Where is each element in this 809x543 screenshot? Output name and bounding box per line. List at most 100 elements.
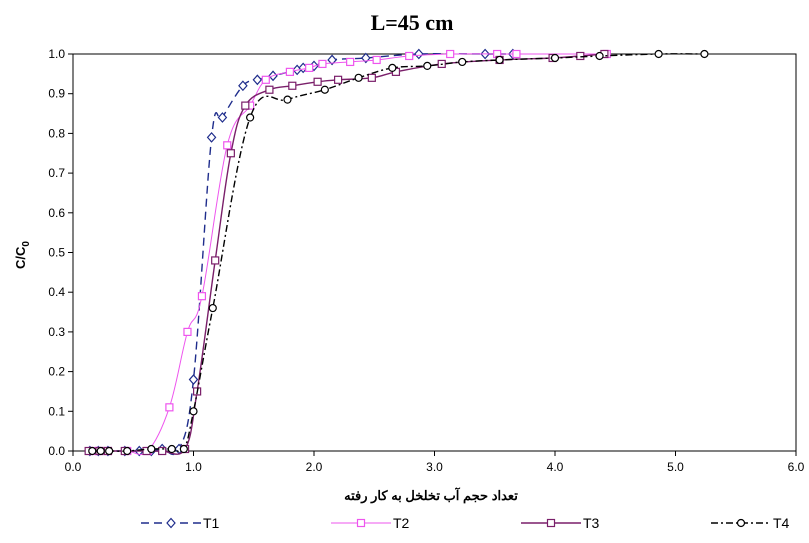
data-point	[252, 74, 263, 86]
data-point	[88, 446, 97, 456]
x-tick-label: 4.0	[547, 460, 564, 474]
y-tick-label: 0.7	[48, 166, 65, 180]
data-point	[313, 77, 322, 86]
data-point	[354, 73, 363, 82]
data-point	[446, 49, 455, 59]
data-point	[305, 63, 314, 72]
y-axis: 0.0 0.1 0.2 0.3 0.4 0.5 0.6 0.7 0.8 0.9 1.0	[48, 47, 73, 458]
series-line	[92, 53, 705, 453]
data-point	[208, 303, 217, 313]
data-point	[188, 374, 199, 385]
y-tick-label: 0.2	[48, 365, 65, 379]
x-tick-label: 2.0	[306, 460, 323, 474]
data-point	[318, 59, 327, 69]
data-point	[241, 101, 250, 110]
data-point	[226, 149, 235, 158]
data-point	[595, 51, 604, 61]
series-t3	[84, 49, 609, 456]
legend-marker	[546, 518, 556, 528]
series-t4	[88, 49, 709, 456]
data-point	[261, 75, 270, 84]
data-point	[246, 113, 255, 122]
x-tick-label: 0.0	[65, 460, 82, 474]
data-point	[158, 446, 167, 456]
data-point	[372, 55, 381, 65]
data-point	[165, 403, 174, 412]
series-line	[89, 52, 513, 456]
legend: T1 T2 T3 T4	[141, 515, 790, 531]
data-point	[238, 80, 248, 92]
y-tick-label: 1.0	[48, 47, 65, 61]
data-point	[512, 49, 521, 59]
x-tick-label: 6.0	[788, 460, 805, 474]
data-point	[105, 446, 114, 456]
legend-label: T1	[203, 515, 220, 531]
x-tick-label: 3.0	[426, 460, 443, 474]
plot-area-frame	[72, 53, 797, 452]
data-point	[223, 141, 232, 150]
legend-item-t3: T3	[521, 515, 600, 531]
y-tick-label: 0.4	[48, 285, 65, 299]
series-layer	[84, 48, 709, 457]
data-point	[495, 55, 504, 65]
data-point	[183, 327, 192, 336]
series-t1	[85, 48, 518, 457]
data-point	[288, 81, 297, 90]
data-point	[123, 446, 132, 456]
data-point	[423, 61, 432, 71]
x-tick-label: 5.0	[667, 460, 684, 474]
data-point	[327, 54, 337, 66]
data-point	[405, 51, 414, 61]
data-point	[414, 48, 424, 60]
data-point	[550, 53, 560, 63]
legend-item-t2: T2	[331, 515, 410, 531]
data-point	[700, 49, 709, 59]
data-point	[285, 67, 294, 76]
data-point	[265, 85, 274, 94]
data-point	[367, 73, 376, 82]
data-point	[654, 49, 663, 59]
y-tick-label: 0.9	[48, 87, 65, 101]
data-point	[458, 57, 467, 67]
series-line	[92, 53, 607, 455]
data-point	[96, 446, 105, 456]
chart-title: L=45 cm	[371, 10, 454, 35]
y-tick-label: 0.3	[48, 325, 65, 339]
data-point	[167, 444, 176, 454]
data-point	[320, 85, 329, 94]
data-point	[361, 52, 371, 64]
legend-label: T2	[393, 515, 410, 531]
data-point	[197, 292, 207, 301]
y-axis-label-subscript: 0	[21, 241, 32, 247]
data-point	[179, 444, 188, 454]
data-point	[576, 51, 585, 61]
legend-label: T4	[773, 515, 790, 531]
legend-marker	[736, 518, 746, 528]
x-axis: 0.0 1.0 2.0 3.0 4.0 5.0 6.0	[65, 451, 805, 474]
y-tick-label: 0.0	[48, 444, 65, 458]
x-axis-label: تعداد حجم آب تخلخل به کار رفته	[344, 487, 518, 504]
data-point	[334, 75, 343, 84]
legend-item-t1: T1	[141, 515, 220, 531]
legend-marker	[356, 518, 366, 528]
series-line	[88, 53, 605, 455]
y-tick-label: 0.8	[48, 126, 65, 140]
series-t2	[88, 49, 611, 456]
legend-item-t4: T4	[711, 515, 790, 531]
y-tick-label: 0.5	[48, 246, 65, 260]
data-point	[211, 256, 220, 265]
data-point	[217, 112, 228, 123]
y-axis-label: C/C0	[13, 241, 32, 269]
y-tick-label: 0.1	[48, 404, 65, 418]
data-point	[283, 95, 292, 104]
data-point	[206, 131, 217, 143]
y-tick-label: 0.6	[48, 206, 65, 220]
data-point	[189, 407, 198, 416]
data-point	[346, 57, 355, 67]
x-tick-label: 1.0	[185, 460, 202, 474]
legend-label: T3	[583, 515, 600, 531]
data-point	[147, 444, 156, 454]
data-point	[388, 63, 397, 72]
legend-marker	[166, 517, 176, 529]
